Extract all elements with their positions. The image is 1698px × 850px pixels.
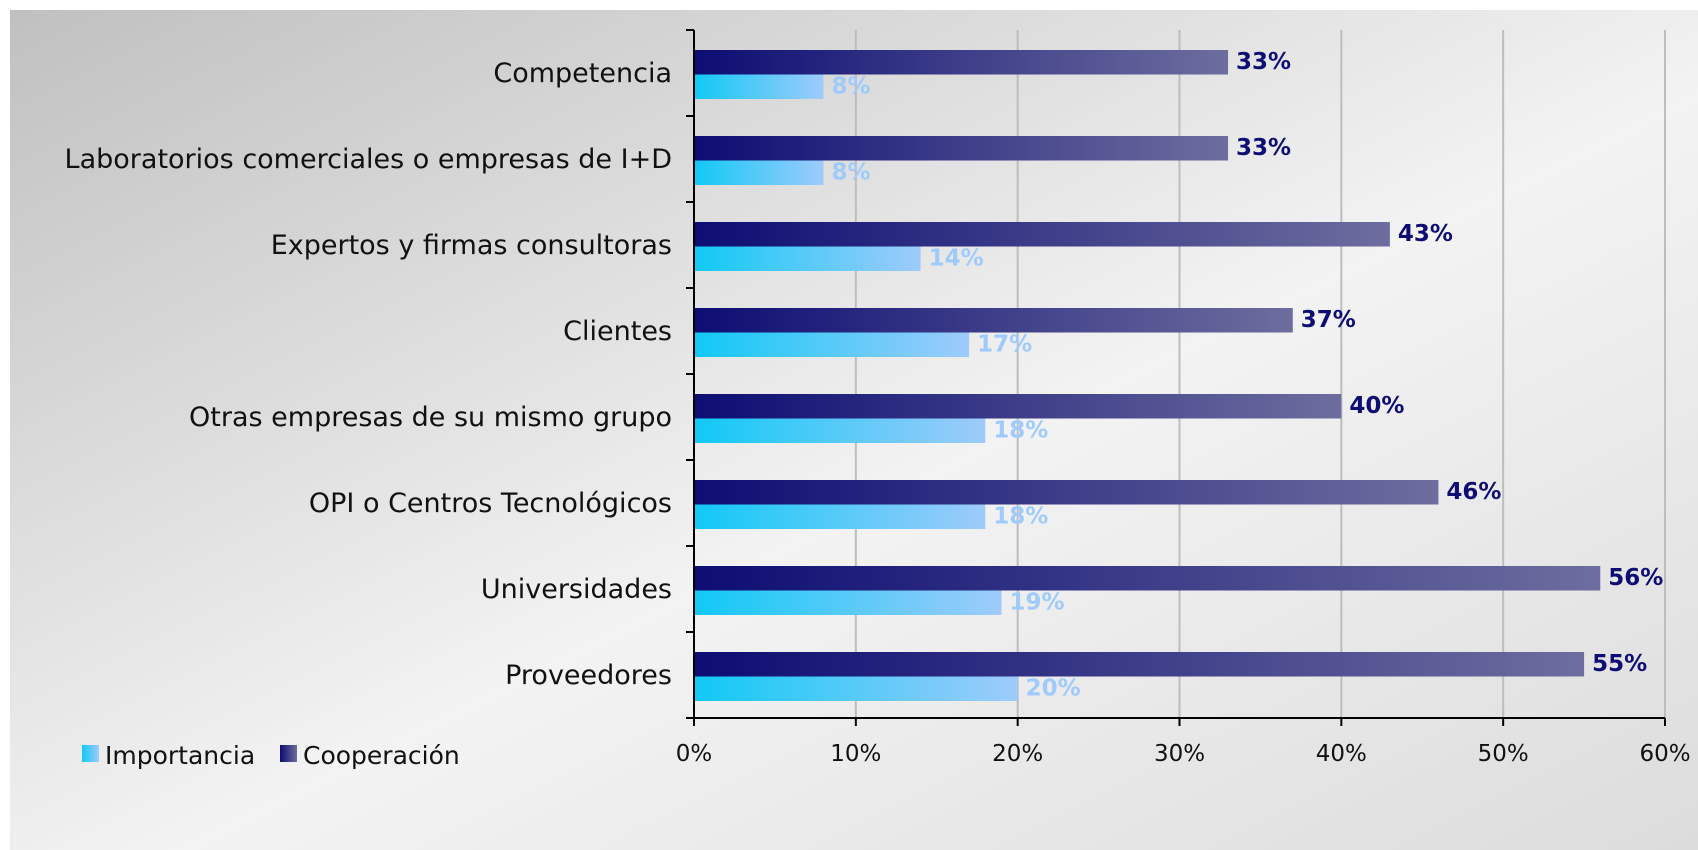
data-label-cooperacion: 43% — [1398, 221, 1453, 247]
category-label: Universidades — [481, 574, 672, 605]
data-label-cooperacion: 55% — [1592, 651, 1647, 677]
legend: Importancia Cooperación — [82, 741, 460, 770]
data-label-importancia: 14% — [929, 246, 984, 272]
legend-swatch-importancia — [82, 745, 99, 762]
data-label-importancia: 18% — [993, 504, 1048, 530]
data-label-cooperacion: 46% — [1446, 479, 1501, 505]
category-label: Competencia — [493, 58, 672, 89]
category-label: Expertos y firmas consultoras — [271, 230, 672, 261]
bar-cooperacion — [694, 222, 1390, 247]
data-label-importancia: 8% — [831, 74, 870, 100]
data-label-cooperacion: 33% — [1236, 49, 1291, 75]
legend-swatch-cooperacion — [280, 745, 297, 762]
labels: 0% 10% 20% 30% 40% 50% 60% 33% 8% Competencia 33% 8… — [65, 49, 1691, 767]
bar-importancia — [694, 676, 1018, 701]
legend-label-importancia: Importancia — [105, 741, 255, 770]
x-tick-label: 0% — [676, 741, 713, 767]
data-label-cooperacion: 40% — [1349, 393, 1404, 419]
bar-cooperacion — [694, 566, 1601, 591]
x-tick-label: 10% — [830, 741, 881, 767]
data-label-importancia: 17% — [977, 332, 1032, 358]
data-label-cooperacion: 56% — [1608, 565, 1663, 591]
bar-cooperacion — [694, 50, 1229, 75]
bar-importancia — [694, 504, 986, 529]
category-label: Laboratorios comerciales o empresas de I… — [65, 144, 672, 175]
category-label: Proveedores — [505, 660, 672, 691]
x-tick-label: 20% — [992, 741, 1043, 767]
data-label-cooperacion: 37% — [1301, 307, 1356, 333]
data-label-importancia: 20% — [1026, 676, 1081, 702]
bar-cooperacion — [694, 652, 1585, 677]
x-tick-label: 50% — [1478, 741, 1529, 767]
bar-cooperacion — [694, 480, 1439, 505]
bar-importancia — [694, 590, 1002, 615]
data-label-cooperacion: 33% — [1236, 135, 1291, 161]
legend-label-cooperacion: Cooperación — [303, 741, 460, 770]
bar-importancia — [694, 332, 970, 357]
bar-importancia — [694, 74, 824, 99]
axes — [686, 29, 1666, 726]
bar-cooperacion — [694, 394, 1342, 419]
category-label: OPI o Centros Tecnológicos — [309, 488, 672, 519]
data-label-importancia: 18% — [993, 418, 1048, 444]
bar-cooperacion — [694, 308, 1293, 333]
data-label-importancia: 8% — [831, 160, 870, 186]
x-tick-label: 40% — [1316, 741, 1367, 767]
bar-cooperacion — [694, 136, 1229, 161]
x-tick-label: 60% — [1639, 741, 1690, 767]
data-label-importancia: 19% — [1009, 590, 1064, 616]
category-label: Clientes — [563, 316, 672, 347]
category-label: Otras empresas de su mismo grupo — [189, 402, 672, 433]
bar-importancia — [694, 246, 921, 271]
bar-importancia — [694, 160, 824, 185]
bars — [694, 50, 1601, 701]
bar-importancia — [694, 418, 986, 443]
x-tick-label: 30% — [1154, 741, 1205, 767]
